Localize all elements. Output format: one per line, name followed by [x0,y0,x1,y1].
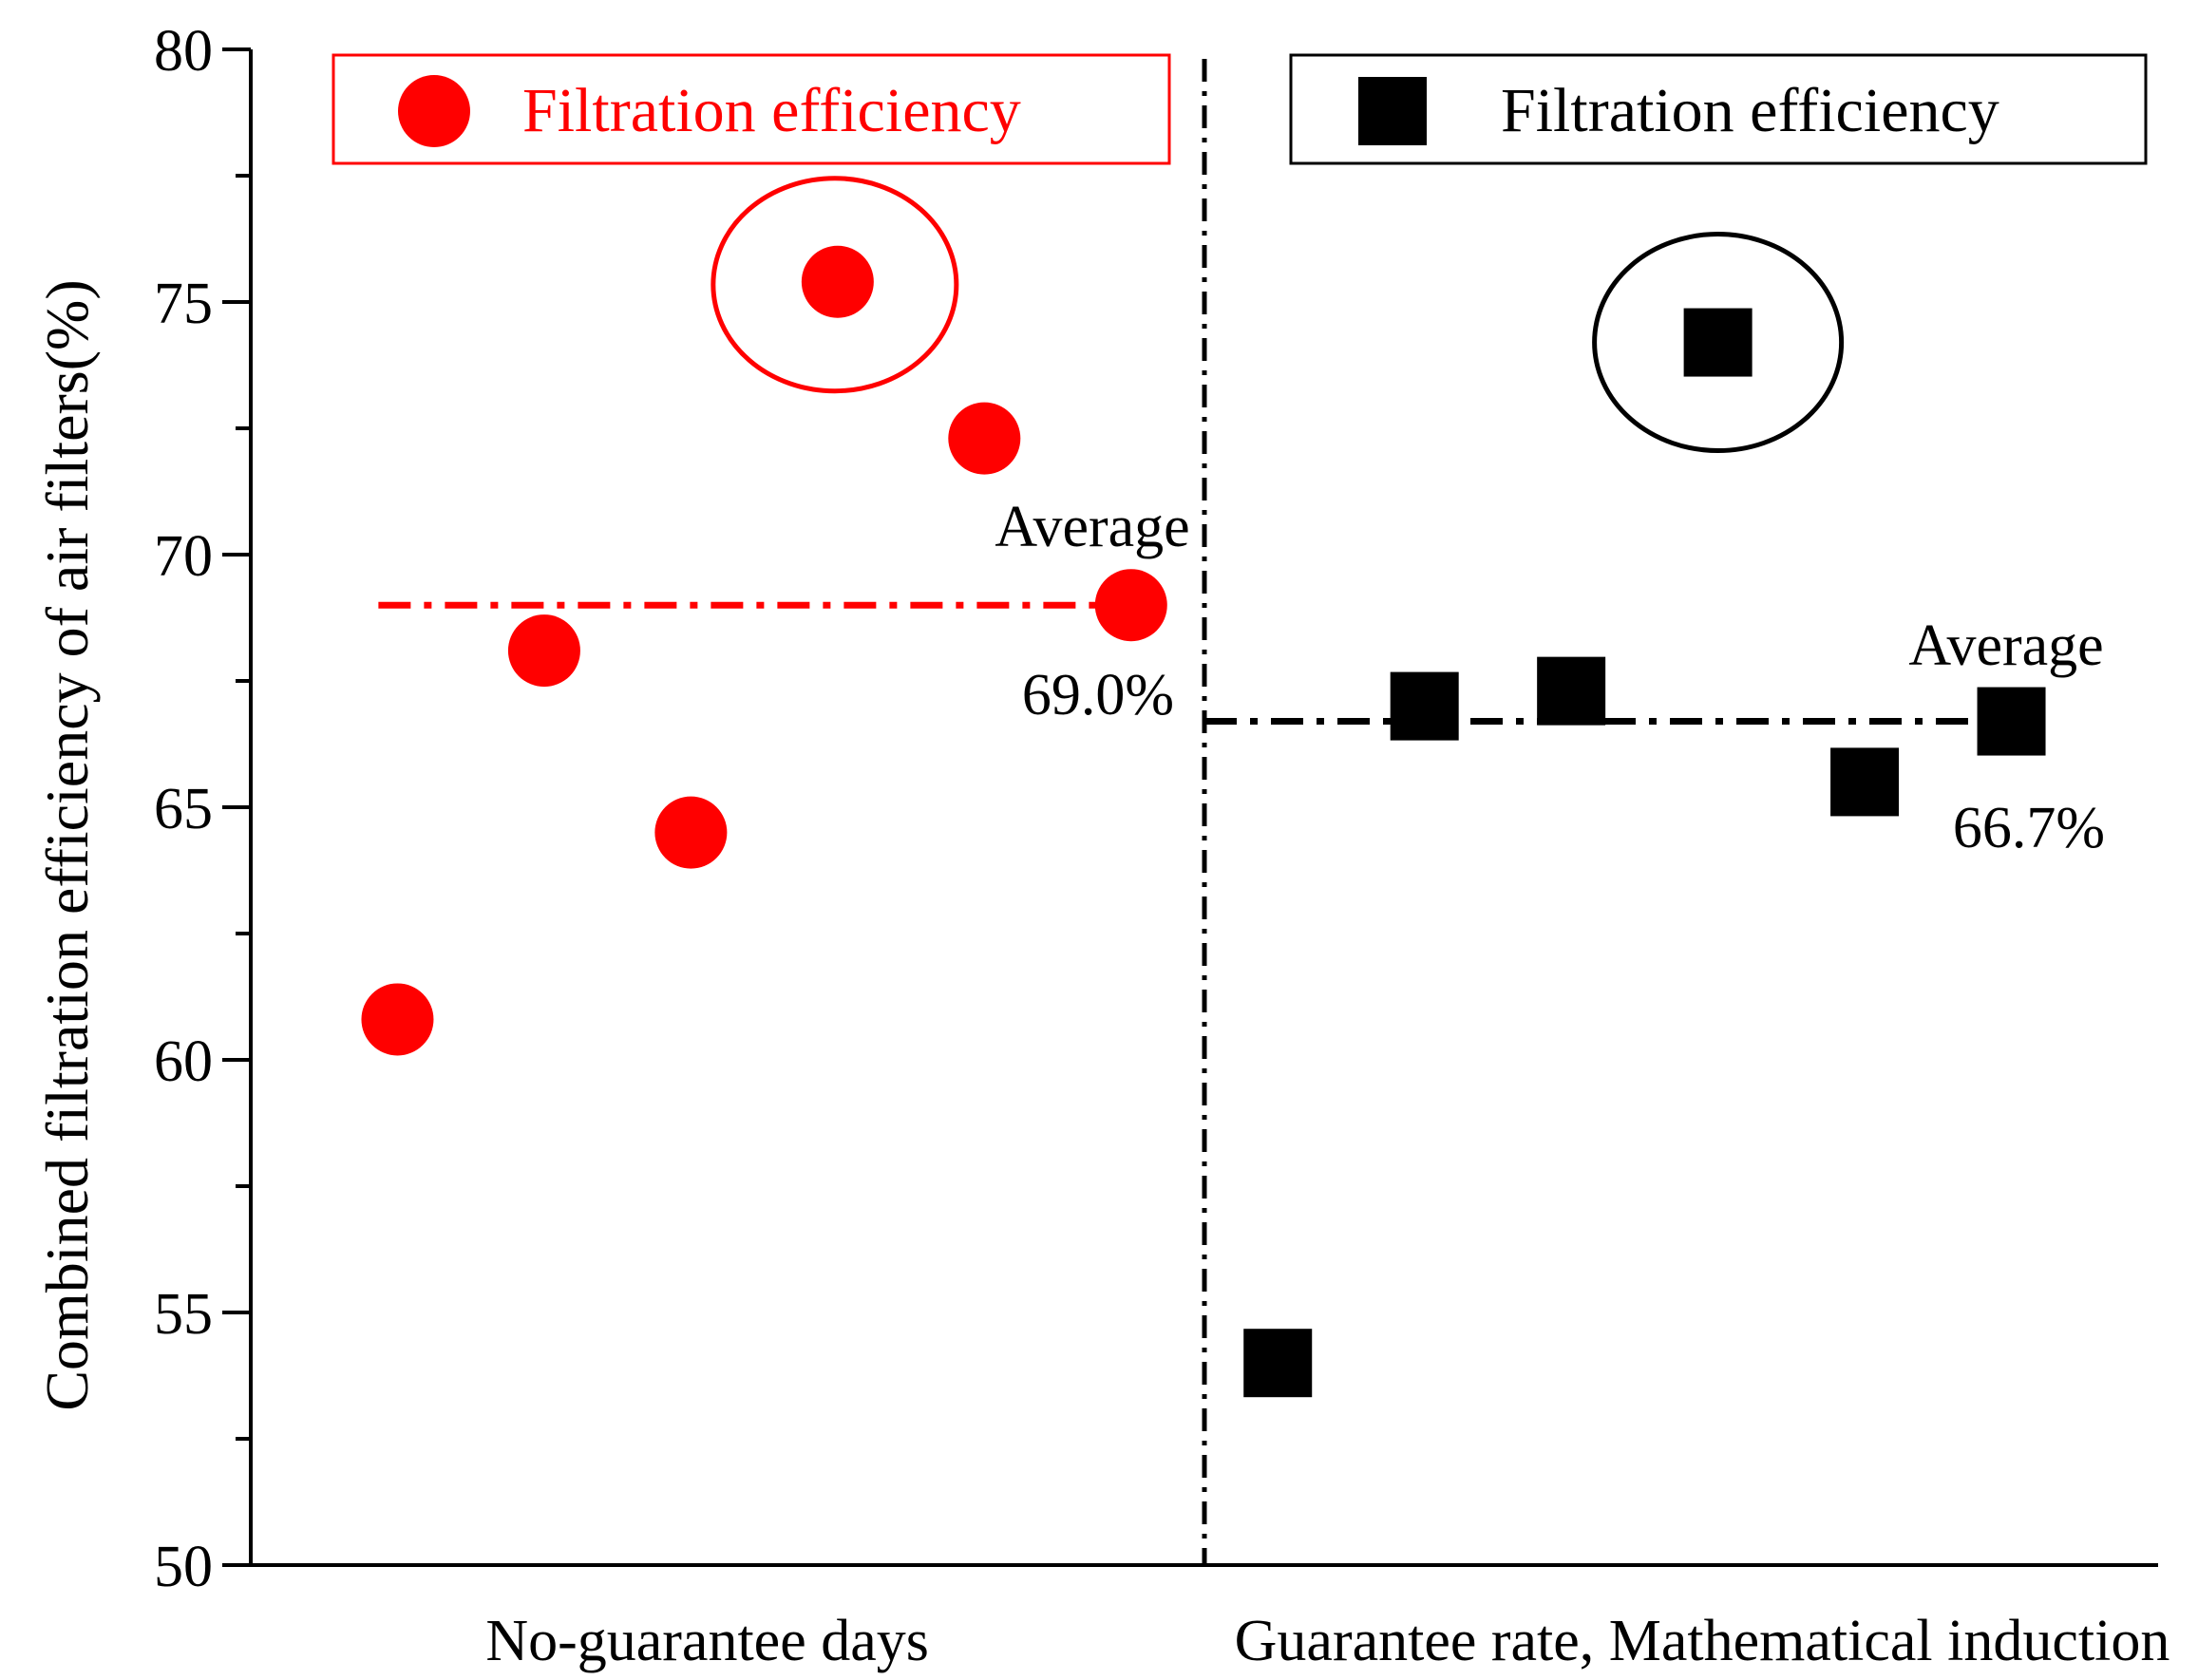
highlight-ellipses [711,176,1845,454]
data-point-circle [1094,569,1167,642]
x-category-label: Guarantee rate, Mathematical induction [1235,1609,2170,1673]
highlight-ellipse-black [1592,232,1845,454]
y-tick-label: 75 [154,272,213,336]
data-point-square [1683,308,1753,377]
axes: 50 55 60 65 70 75 80 Combined filtration effici… [33,19,2170,1673]
y-tick-label: 50 [154,1535,213,1599]
data-point-circle [654,796,728,869]
legend-label: Filtration efficiency [1501,76,1999,145]
data-point-circle [948,402,1021,475]
average-lines [378,601,2041,726]
average-value-label: 66.7% [1953,796,2105,860]
y-tick-label: 55 [154,1282,213,1347]
data-point-square [1390,671,1459,741]
y-axis-label: Combined filtration efficiency of air fi… [33,279,101,1410]
legend-marker-square [1358,77,1427,145]
y-tick-label: 80 [154,19,213,84]
average-value-label: 69.0% [1022,663,1174,727]
y-tick-label: 60 [154,1029,213,1094]
data-point-circle [361,983,434,1056]
data-points [361,245,2046,1398]
data-point-square [1830,747,1900,817]
highlight-ellipse-red [711,176,959,394]
y-tick-label: 70 [154,524,213,589]
y-tick-label: 65 [154,777,213,841]
legend-marker-circle [398,75,470,147]
data-point-circle [801,245,874,318]
data-point-square [1243,1329,1313,1398]
x-category-label: No-guarantee days [485,1609,929,1673]
legend-box-black [1289,53,2148,165]
legends: Filtration efficiency Filtration efficien… [332,53,2148,165]
legend-box-red [332,53,1171,165]
data-point-square [1537,656,1606,726]
annotations: Average 69.0% Average 66.7% [995,495,2105,860]
legend-label: Filtration efficiency [522,76,1021,145]
data-point-square [1977,687,2046,756]
average-label: Average [995,495,1189,559]
data-point-circle [507,614,580,688]
average-label: Average [1908,613,2103,678]
